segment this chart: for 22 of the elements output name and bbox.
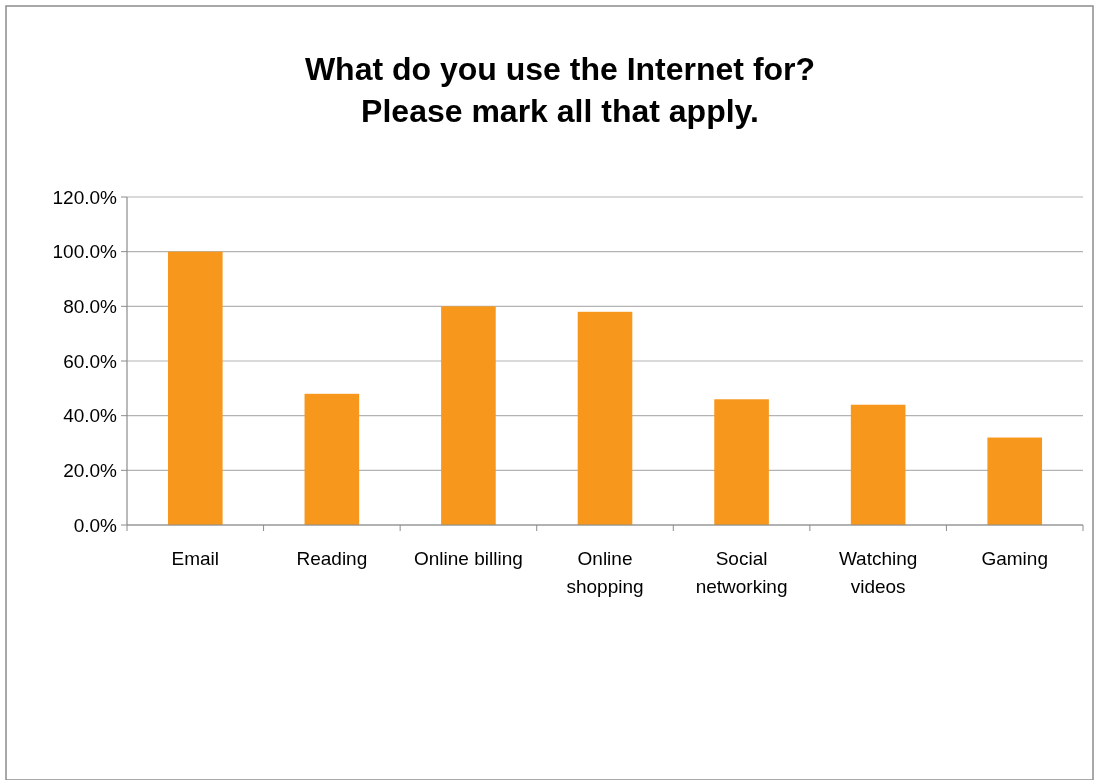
x-tick-label: Reading xyxy=(296,548,368,569)
y-tick-label: 40.0% xyxy=(63,405,118,427)
x-tick-label: Online shopping xyxy=(566,548,644,597)
x-tick-label: Email xyxy=(171,548,220,569)
y-tick-label: 20.0% xyxy=(63,459,118,481)
y-tick-label: 120.0% xyxy=(52,186,118,208)
x-tick-label: Gaming xyxy=(981,548,1048,569)
bar xyxy=(850,404,906,525)
y-tick-label: 100.0% xyxy=(52,241,118,263)
bar xyxy=(167,251,223,525)
bar xyxy=(987,437,1043,525)
y-tick-label: 60.0% xyxy=(63,350,118,372)
bar xyxy=(714,399,769,525)
bar xyxy=(304,393,360,525)
bar xyxy=(441,306,496,525)
chart-title: What do you use the Internet for? Please mark all that apply. xyxy=(304,51,816,129)
x-tick-label: Watching videos xyxy=(838,548,918,597)
y-tick-label: 0.0% xyxy=(73,514,118,536)
y-tick-label: 80.0% xyxy=(63,295,118,317)
x-tick-label: Social networking xyxy=(695,548,788,597)
bar xyxy=(577,311,633,525)
x-tick-label: Online billing xyxy=(414,548,523,569)
